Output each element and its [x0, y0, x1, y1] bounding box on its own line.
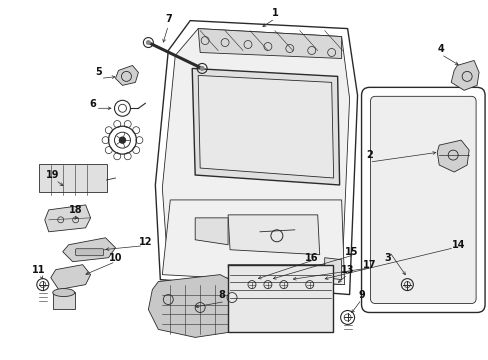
Polygon shape [227, 215, 319, 255]
Text: 11: 11 [32, 265, 45, 275]
Text: 10: 10 [108, 253, 122, 263]
Polygon shape [162, 28, 349, 285]
Ellipse shape [53, 289, 75, 297]
Bar [227, 265, 332, 332]
Text: 8: 8 [218, 289, 225, 300]
Polygon shape [162, 200, 344, 285]
Text: 4: 4 [437, 44, 444, 54]
Text: 2: 2 [366, 150, 372, 160]
Bar [39, 164, 106, 192]
Polygon shape [198, 75, 333, 178]
Polygon shape [227, 265, 327, 294]
Text: 13: 13 [340, 265, 354, 275]
Polygon shape [198, 28, 341, 58]
Text: 7: 7 [164, 14, 171, 24]
Text: 9: 9 [357, 289, 364, 300]
Polygon shape [450, 60, 478, 90]
FancyBboxPatch shape [76, 249, 103, 256]
Polygon shape [45, 205, 90, 232]
FancyBboxPatch shape [361, 87, 484, 312]
Text: 18: 18 [69, 205, 82, 215]
Polygon shape [115, 66, 138, 85]
Polygon shape [155, 21, 357, 294]
Polygon shape [148, 275, 244, 337]
FancyBboxPatch shape [370, 96, 475, 303]
Bar [53, 292, 75, 310]
Text: 14: 14 [451, 240, 465, 250]
Polygon shape [436, 140, 468, 172]
Text: 5: 5 [95, 67, 102, 77]
Text: 15: 15 [344, 247, 358, 257]
Polygon shape [192, 68, 339, 185]
Polygon shape [51, 265, 90, 289]
Circle shape [145, 40, 151, 45]
Text: 1: 1 [271, 8, 278, 18]
Polygon shape [62, 238, 115, 262]
Text: 6: 6 [89, 99, 96, 109]
Text: 16: 16 [305, 253, 318, 263]
Polygon shape [195, 218, 227, 245]
Polygon shape [324, 258, 341, 280]
Text: 19: 19 [46, 170, 60, 180]
Circle shape [119, 137, 125, 143]
Text: 3: 3 [383, 253, 390, 263]
Text: 12: 12 [139, 237, 152, 247]
Circle shape [199, 66, 204, 71]
Text: 17: 17 [362, 260, 375, 270]
